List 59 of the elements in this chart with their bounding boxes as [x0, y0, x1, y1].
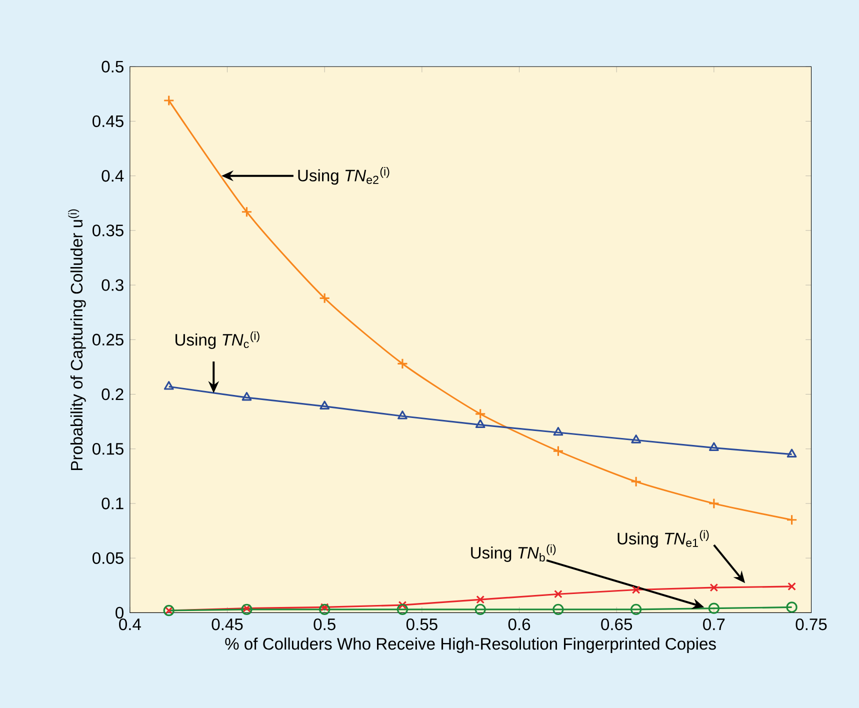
- x-tick-label: 0.5: [314, 618, 336, 630]
- y-tick-label: 0: [116, 606, 124, 618]
- annotation: Using TN$_{e2}$(i): [298, 166, 390, 185]
- point: [786, 514, 798, 526]
- y-tick-label: 0.1: [102, 498, 124, 510]
- x-tick-label: 0.7: [703, 618, 725, 630]
- point: [552, 445, 564, 457]
- point: [398, 410, 408, 420]
- point: [632, 586, 640, 594]
- point: [631, 434, 641, 444]
- point: [396, 604, 408, 615]
- point: [476, 595, 484, 604]
- y-axis-title: Probability of Capturing Colluder u$^{(i)}$: [68, 209, 86, 470]
- annotation: Using TN$_{b}$(i): [471, 544, 556, 562]
- point: [241, 206, 252, 218]
- x-tick-label: 0.45: [212, 618, 243, 630]
- point: [320, 400, 330, 410]
- point: [475, 419, 486, 428]
- x-tick-label: 0.6: [508, 618, 530, 630]
- x-tick-label: 0.75: [796, 618, 827, 630]
- point: [474, 604, 486, 615]
- point: [708, 602, 720, 614]
- point: [319, 292, 330, 304]
- point: [554, 590, 562, 598]
- point: [241, 604, 252, 615]
- point: [709, 442, 719, 451]
- point: [242, 392, 252, 401]
- y-tick-label: 0.5: [102, 60, 124, 72]
- point: [710, 583, 718, 592]
- point: [398, 600, 407, 610]
- point: [396, 358, 408, 370]
- y-tick-label: 0.25: [92, 334, 124, 346]
- y-tick-label: 0.3: [102, 279, 124, 291]
- y-tick-label: 0.4: [102, 170, 124, 182]
- point: [552, 604, 564, 615]
- point: [553, 426, 564, 436]
- x-axis-title: % of Colluders Who Receive High-Resolution Fingerprinted Copies: [225, 637, 716, 653]
- x-tick-label: 0.4: [119, 618, 141, 630]
- y-tick-label: 0.2: [102, 388, 124, 400]
- point: [630, 476, 642, 488]
- point: [320, 602, 329, 612]
- y-tick-label: 0.35: [92, 224, 124, 236]
- point: [786, 448, 797, 458]
- point: [164, 380, 174, 390]
- point: [708, 498, 720, 509]
- point: [319, 604, 330, 615]
- annotation: Using TN$_{c}$(i): [176, 331, 260, 349]
- point: [630, 604, 642, 615]
- point: [788, 582, 796, 591]
- annotation: Using TN$_{e1}$(i): [618, 530, 709, 548]
- point: [474, 408, 486, 420]
- y-tick-label: 0.05: [92, 552, 124, 564]
- point: [163, 94, 174, 106]
- x-tick-label: 0.55: [406, 618, 438, 630]
- y-tick-label: 0.45: [92, 115, 124, 128]
- point: [242, 604, 251, 612]
- y-tick-label: 0.15: [92, 442, 124, 455]
- point: [786, 602, 798, 613]
- x-tick-label: 0.65: [601, 618, 632, 630]
